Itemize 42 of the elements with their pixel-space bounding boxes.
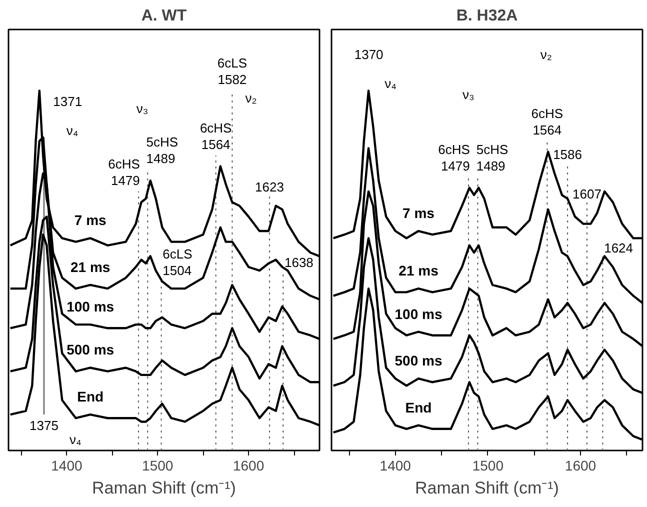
annotation: ν₃ bbox=[462, 86, 474, 102]
series-label: 500 ms bbox=[66, 342, 114, 358]
ref-line-label: 5cHS 1489 bbox=[476, 142, 508, 174]
ref-line-label: 1375 bbox=[30, 418, 58, 433]
ref-line-label: 5cHS 1489 bbox=[146, 134, 178, 166]
series-label: 100 ms bbox=[66, 298, 114, 315]
series-label: 21 ms bbox=[70, 258, 110, 275]
ref-line-label: 6cHS 1564 bbox=[531, 106, 564, 138]
ref-line-label: 6cLS 1504 bbox=[162, 246, 193, 278]
x-tick-label: 1500 bbox=[142, 458, 174, 474]
annotation: ν₄ bbox=[66, 122, 78, 138]
x-tick-label: 1600 bbox=[564, 458, 596, 474]
x-tick-label: 1500 bbox=[472, 458, 504, 474]
series-label: 7 ms bbox=[402, 205, 435, 222]
ref-line-label: 6cHS 1479 bbox=[108, 156, 140, 188]
ref-line-label: 1624 bbox=[604, 240, 634, 256]
ref-line-label: 1586 bbox=[553, 147, 582, 162]
series-label: 21 ms bbox=[398, 262, 439, 279]
x-axis-title: Raman Shift (cm⁻¹) bbox=[92, 478, 236, 498]
x-tick-label: 1400 bbox=[380, 458, 412, 474]
series-label: 7 ms bbox=[74, 212, 107, 228]
series-label: End bbox=[405, 399, 432, 416]
annotation: ν₄ bbox=[384, 76, 396, 91]
x-tick-label: 1400 bbox=[51, 458, 82, 474]
ref-line-label: 6cHS 1479 bbox=[438, 142, 470, 174]
text: 1370 bbox=[354, 47, 384, 62]
ref-line-label: 1607 bbox=[572, 186, 602, 202]
ref-line-label: 6cHS 1564 bbox=[200, 120, 232, 152]
annotation: 1371 bbox=[53, 94, 82, 109]
annotation: ν₄ bbox=[69, 432, 82, 448]
chart-title: B. H32A bbox=[456, 8, 518, 24]
annotation: ν₃ bbox=[136, 101, 148, 116]
x-tick-label: 1600 bbox=[233, 458, 264, 474]
chart-title: A. WT bbox=[141, 8, 187, 24]
ref-line-label: 1638 bbox=[284, 254, 314, 270]
series-label: 500 ms bbox=[394, 352, 442, 369]
x-axis-title: Raman Shift (cm⁻¹) bbox=[415, 478, 559, 498]
annotation: ν₂ bbox=[245, 90, 257, 106]
ref-line-label: 1623 bbox=[255, 179, 284, 194]
text: ν₂ bbox=[540, 47, 552, 62]
series-label: 100 ms bbox=[394, 306, 442, 322]
series-label: End bbox=[77, 388, 104, 405]
